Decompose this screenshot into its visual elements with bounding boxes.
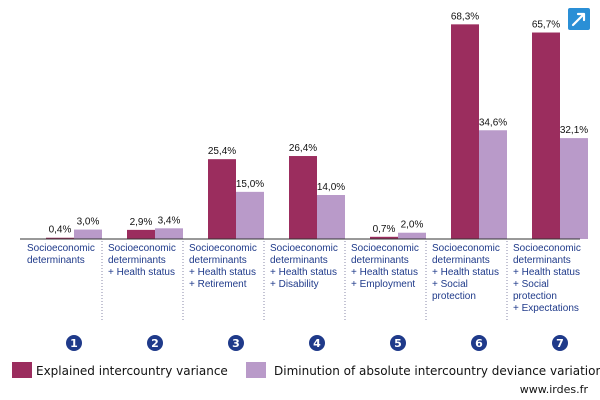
bar-diminution-5 — [398, 232, 426, 239]
bar-explained-6 — [451, 24, 479, 239]
bar-value-label: 34,6% — [479, 117, 507, 128]
category-label-line: Socioeconomic — [513, 243, 581, 254]
bar-explained-2 — [127, 229, 155, 239]
category-label-line: Socioeconomic — [351, 243, 419, 254]
category-label-line: + Retirement — [189, 279, 247, 290]
legend-label-explained: Explained intercountry variance — [36, 364, 228, 378]
bar-diminution-7 — [560, 138, 588, 239]
category-label-line: determinants — [27, 255, 85, 266]
category-label-line: protection — [513, 291, 557, 302]
category-label-line: + Health status — [432, 267, 499, 278]
bar-value-label: 2,9% — [130, 217, 153, 228]
bar-value-label: 32,1% — [560, 125, 588, 136]
group-number: 2 — [151, 337, 159, 350]
group-number: 6 — [475, 337, 483, 350]
group-number-badge — [228, 335, 244, 351]
category-label-line: + Health status — [270, 267, 337, 278]
category-label-line: Socioeconomic — [189, 243, 257, 254]
group-number: 7 — [556, 337, 564, 350]
bar-value-label: 0,7% — [373, 224, 396, 235]
category-label-line: + Social — [513, 279, 549, 290]
category-label-line: + Health status — [513, 267, 580, 278]
bar-value-label: 65,7% — [532, 20, 560, 31]
category-label-line: Socioeconomic — [270, 243, 338, 254]
category-label-line: determinants — [270, 255, 328, 266]
category-label-line: determinants — [513, 255, 571, 266]
category-label-line: + Expectations — [513, 303, 579, 314]
group-number-badge — [66, 335, 82, 351]
group-number-badge — [147, 335, 163, 351]
bar-explained-7 — [532, 32, 560, 240]
arrow-expand-icon[interactable] — [568, 8, 590, 30]
legend-label-diminution: Diminution of absolute intercountry devi… — [274, 364, 600, 378]
category-label-line: + Employment — [351, 279, 415, 290]
group-number: 3 — [232, 337, 240, 350]
group-number-badge — [552, 335, 568, 351]
group-number: 5 — [394, 337, 402, 350]
category-label-line: Socioeconomic — [27, 243, 95, 254]
category-label-line: + Health status — [108, 267, 175, 278]
bar-diminution-6 — [479, 130, 507, 239]
bar-diminution-1 — [74, 229, 102, 239]
bar-value-label: 3,4% — [158, 215, 181, 226]
bar-value-label: 3,0% — [77, 217, 100, 228]
category-label-line: protection — [432, 291, 476, 302]
bar-diminution-3 — [236, 191, 264, 239]
category-label-line: + Social — [432, 279, 468, 290]
bar-value-label: 68,3% — [451, 11, 479, 22]
category-label-line: determinants — [189, 255, 247, 266]
legend-swatch-explained — [12, 362, 32, 378]
category-label-line: + Health status — [189, 267, 256, 278]
category-label-line: determinants — [351, 255, 409, 266]
group-number: 1 — [70, 337, 78, 350]
group-number-badge — [309, 335, 325, 351]
bar-diminution-2 — [155, 228, 183, 239]
category-label-line: determinants — [108, 255, 166, 266]
category-label-line: + Health status — [351, 267, 418, 278]
bar-explained-5 — [370, 236, 398, 239]
legend-swatch-diminution — [246, 362, 266, 378]
bar-value-label: 25,4% — [208, 146, 236, 157]
bar-value-label: 0,4% — [49, 225, 72, 236]
category-label-line: determinants — [432, 255, 490, 266]
category-label-line: + Disability — [270, 279, 319, 290]
bar-diminution-4 — [317, 195, 345, 239]
bar-explained-4 — [289, 156, 317, 239]
group-number-badge — [390, 335, 406, 351]
bar-value-label: 15,0% — [236, 179, 264, 190]
group-number-badge — [471, 335, 487, 351]
site-url: www.irdes.fr — [520, 383, 589, 396]
category-label-line: Socioeconomic — [432, 243, 500, 254]
group-number: 4 — [313, 337, 321, 350]
bar-value-label: 2,0% — [401, 220, 424, 231]
category-label-line: Socioeconomic — [108, 243, 176, 254]
bar-value-label: 14,0% — [317, 182, 345, 193]
bar-explained-1 — [46, 237, 74, 239]
bar-explained-3 — [208, 159, 236, 239]
bar-value-label: 26,4% — [289, 143, 317, 154]
